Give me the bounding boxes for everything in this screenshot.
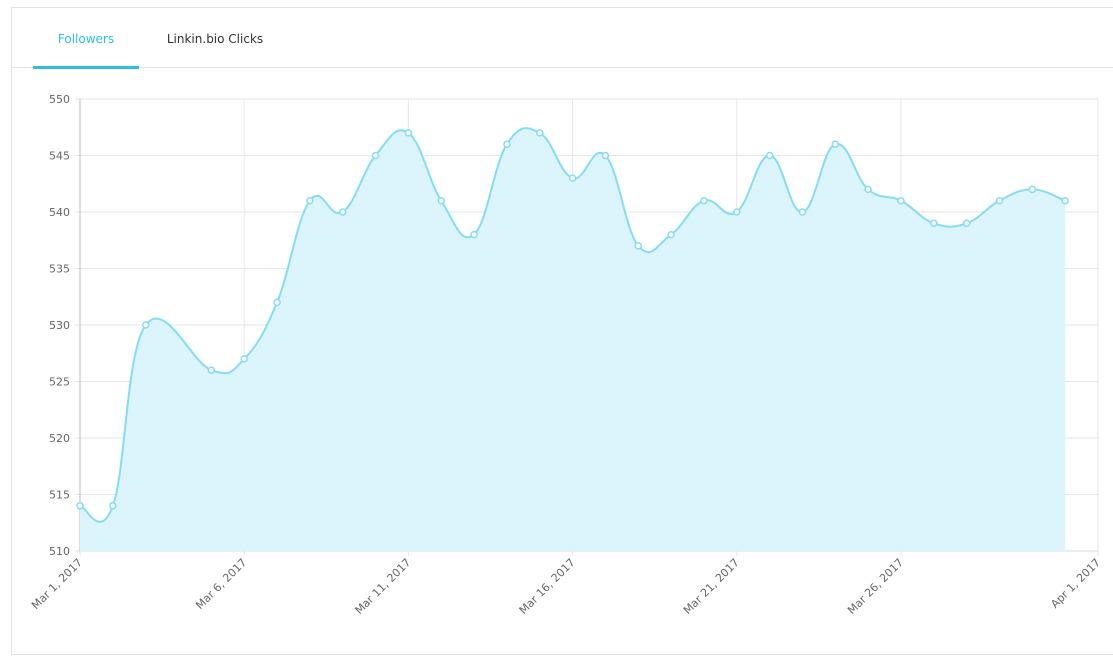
point: [995, 196, 1004, 205]
y-tick-label: 540: [49, 206, 70, 219]
y-tick-label: 545: [49, 150, 70, 163]
point: [207, 366, 216, 374]
point: [568, 174, 577, 182]
point: [306, 196, 314, 205]
x-tick-label: Mar 1, 2017: [29, 556, 85, 612]
point: [338, 208, 347, 216]
tab-clicks[interactable]: Linkin.bio Clicks: [166, 32, 264, 46]
point: [503, 140, 511, 148]
point: [864, 185, 872, 194]
tab-bar: Followers Linkin.bio Clicks: [12, 8, 1113, 69]
card: Followers Linkin.bio Clicks: [11, 7, 1113, 655]
point: [437, 196, 445, 205]
point: [404, 129, 413, 137]
x-tick-label: Mar 6, 2017: [193, 556, 249, 612]
point: [700, 196, 708, 205]
point: [109, 502, 117, 510]
point: [1061, 196, 1069, 205]
point: [634, 242, 643, 250]
x-tick-label: Mar 16, 2017: [517, 556, 578, 617]
x-tick-label: Mar 11, 2017: [353, 556, 414, 617]
point: [733, 208, 741, 216]
point: [273, 298, 281, 307]
point: [962, 219, 971, 228]
point: [930, 219, 938, 228]
x-tick-label: Apr 1, 2017: [1048, 556, 1103, 611]
point: [798, 208, 807, 216]
point: [76, 502, 84, 510]
point: [470, 230, 478, 239]
point: [667, 230, 675, 239]
x-tick-label: Mar 26, 2017: [845, 556, 906, 617]
y-tick-label: 535: [49, 263, 70, 276]
point: [601, 151, 610, 160]
y-tick-label: 515: [49, 489, 70, 502]
tab-followers[interactable]: Followers: [33, 8, 139, 69]
point: [897, 196, 905, 205]
area: [80, 128, 1066, 551]
point: [240, 355, 248, 363]
y-tick-label: 510: [49, 545, 70, 558]
y-tick-label: 525: [49, 376, 70, 389]
point: [141, 321, 150, 329]
y-tick-label: 550: [49, 93, 70, 106]
y-tick-label: 530: [49, 319, 70, 332]
point: [371, 151, 380, 160]
point: [765, 151, 774, 160]
point: [535, 129, 544, 137]
x-tick-label: Mar 21, 2017: [681, 556, 742, 617]
point: [1028, 185, 1037, 194]
point: [831, 140, 840, 148]
y-tick-label: 520: [49, 432, 70, 445]
